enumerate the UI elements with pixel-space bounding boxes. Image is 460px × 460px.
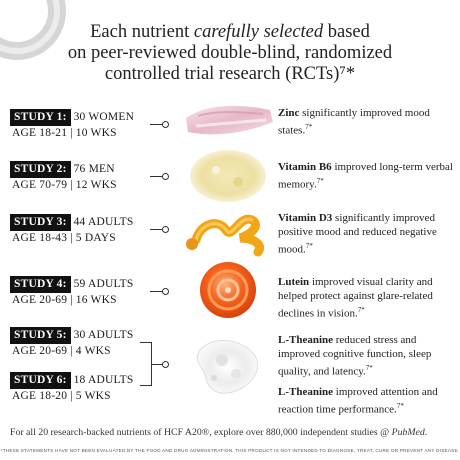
study-2: STUDY 2: 76 MEN AGE 70-79 | 12 WKS <box>10 160 180 196</box>
study-tag: STUDY 3: <box>10 213 71 231</box>
headline-line-1: Each nutrient carefully selected based <box>90 22 370 42</box>
connector-dot <box>162 226 169 233</box>
connector-line <box>152 364 164 365</box>
study-5: STUDY 5: 30 ADULTS AGE 20-69 | 4 WKS <box>10 326 180 362</box>
nutrient-name: L-Theanine <box>278 386 334 398</box>
study-details: AGE 20-69 | 4 WKS <box>12 345 111 357</box>
headline-line-3: controlled trial research (RCTs)⁷* <box>104 64 356 84</box>
finding-text: reduced stress and improved cognitive fu… <box>278 334 432 378</box>
finding-text: improved visual clarity and helped prote… <box>278 276 433 320</box>
finding-3: Vitamin D3 significantly improved positi… <box>278 211 453 257</box>
study-tag: STUDY 5: <box>10 326 71 344</box>
study-group: 44 ADULTS <box>73 216 134 228</box>
reference-mark: 7* <box>316 177 324 185</box>
reference-mark: 7* <box>365 364 373 372</box>
study-group: 59 ADULTS <box>73 278 134 290</box>
finding-2: Vitamin B6 improved long-term verbal mem… <box>278 160 453 192</box>
connector-dot <box>162 121 169 128</box>
connector-line <box>150 291 164 292</box>
study-tag: STUDY 1: <box>10 108 71 126</box>
finding-text: improved long-term verbal memory. <box>278 161 453 191</box>
finding-6: L-Theanine improved attention and reacti… <box>278 385 453 417</box>
study-6: STUDY 6: 18 ADULTS AGE 18-20 | 5 WKS <box>10 371 180 407</box>
nutrient-name: Zinc <box>278 107 300 119</box>
study-group: 76 MEN <box>73 163 115 175</box>
connector-dot <box>162 288 169 295</box>
nutrient-name: Vitamin B6 <box>278 161 332 173</box>
study-4: STUDY 4: 59 ADULTS AGE 20-69 | 16 WKS <box>10 275 180 311</box>
study-details: AGE 18-20 | 5 WKS <box>12 390 111 402</box>
fda-disclaimer: *THESE STATEMENTS HAVE NOT BEEN EVALUATE… <box>0 448 460 453</box>
gold-liquid-swirl-icon <box>186 214 264 257</box>
pink-powder-icon <box>186 105 273 135</box>
finding-text: significantly improved positive mood and… <box>278 212 437 256</box>
orange-gel-swirl-icon <box>200 262 256 318</box>
nutrient-name: Vitamin D3 <box>278 212 333 224</box>
nutrient-name: Lutein <box>278 276 310 288</box>
pubmed-link[interactable]: PubMed <box>391 427 425 438</box>
finding-5: L-Theanine reduced stress and improved c… <box>278 333 453 379</box>
reference-mark: 7* <box>396 402 404 410</box>
finding-text: significantly improved mood states. <box>278 107 430 137</box>
study-details: AGE 18-43 | 5 DAYS <box>12 232 116 244</box>
footer-note: For all 20 research-backed nutrients of … <box>10 427 428 438</box>
study-tag: STUDY 2: <box>10 160 71 178</box>
connector-line <box>150 176 164 177</box>
study-tag: STUDY 6: <box>10 371 71 389</box>
study-details: AGE 20-69 | 16 WKS <box>12 294 117 306</box>
yellow-powder-icon <box>190 150 266 202</box>
headline-line-2: on peer-reviewed double-blind, randomize… <box>67 43 393 63</box>
connector-dot <box>162 361 169 368</box>
reference-mark: 7* <box>305 123 313 131</box>
white-powder-icon <box>196 339 259 394</box>
finding-4: Lutein improved visual clarity and helpe… <box>278 275 453 321</box>
study-group: 30 WOMEN <box>73 111 135 123</box>
nutrient-name: L-Theanine <box>278 334 334 346</box>
connector-dot <box>162 173 169 180</box>
finding-text: improved attention and reaction time per… <box>278 386 438 416</box>
connector-line <box>150 229 164 230</box>
study-details: AGE 70-79 | 12 WKS <box>12 179 117 191</box>
reference-mark: 7* <box>305 242 313 250</box>
study-group: 18 ADULTS <box>73 374 134 386</box>
study-1: STUDY 1: 30 WOMEN AGE 18-21 | 10 WKS <box>10 108 180 144</box>
study-details: AGE 18-21 | 10 WKS <box>12 127 117 139</box>
reference-mark: 7* <box>357 306 365 314</box>
study-3: STUDY 3: 44 ADULTS AGE 18-43 | 5 DAYS <box>10 213 180 249</box>
brand-logo-arc <box>0 0 66 60</box>
study-group: 30 ADULTS <box>73 329 134 341</box>
study-tag: STUDY 4: <box>10 275 71 293</box>
finding-1: Zinc significantly improved mood states.… <box>278 106 453 138</box>
headline: Each nutrient carefully selected based o… <box>40 22 420 85</box>
connector-line <box>150 124 164 125</box>
study-group-bracket <box>140 342 152 386</box>
